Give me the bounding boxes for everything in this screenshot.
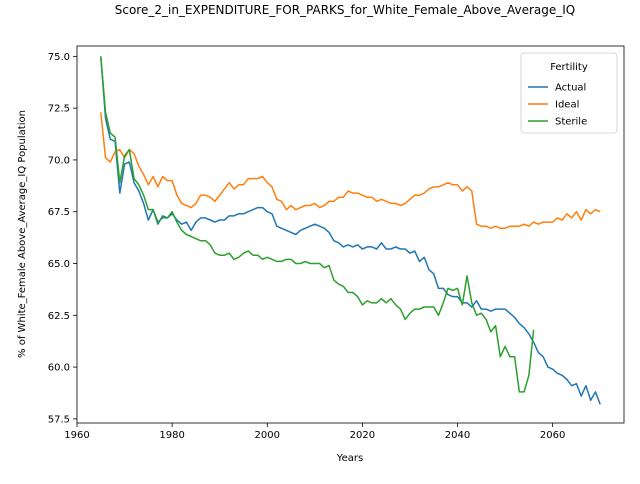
y-tick-label: 57.5 (48, 414, 70, 425)
y-tick-label: 60.0 (48, 363, 70, 374)
y-tick-label: 75.0 (48, 52, 70, 63)
y-tick-label: 65.0 (48, 259, 70, 270)
x-tick-label: 2020 (350, 430, 375, 441)
x-tick-label: 2040 (445, 430, 470, 441)
legend-label-ideal: Ideal (555, 100, 579, 111)
legend-box (520, 52, 618, 134)
y-axis: 57.5 60.0 62.5 65.0 67.5 70.0 72.5 75.0 (48, 52, 77, 425)
legend-label-actual: Actual (555, 83, 586, 94)
chart-title: Score_2_in_EXPENDITURE_FOR_PARKS_for_Whi… (115, 3, 575, 17)
plot-lines (100, 56, 601, 405)
x-tick-label: 1980 (159, 430, 184, 441)
x-axis: 1960 1980 2000 2020 2040 2060 (64, 423, 565, 441)
y-tick-label: 72.5 (48, 104, 70, 115)
plot-area-frame (76, 45, 625, 424)
x-tick-label: 2060 (540, 430, 565, 441)
x-axis-label: Years (336, 453, 363, 464)
legend-label-sterile: Sterile (555, 117, 587, 128)
legend-items: Actual Ideal Sterile (528, 83, 587, 128)
legend: Fertility Actual Ideal Sterile (520, 52, 618, 134)
y-axis-label: % of White_Female Above_Average_IQ Popul… (17, 110, 28, 358)
x-tick-label: 1960 (64, 430, 89, 441)
series-line-ideal (100, 112, 601, 230)
x-tick-label: 2000 (255, 430, 280, 441)
y-tick-label: 62.5 (48, 311, 70, 322)
legend-title: Fertility (550, 62, 588, 73)
series-line-sterile (100, 56, 535, 393)
y-tick-label: 70.0 (48, 155, 70, 166)
series-line-actual (100, 56, 601, 405)
y-tick-label: 67.5 (48, 207, 70, 218)
